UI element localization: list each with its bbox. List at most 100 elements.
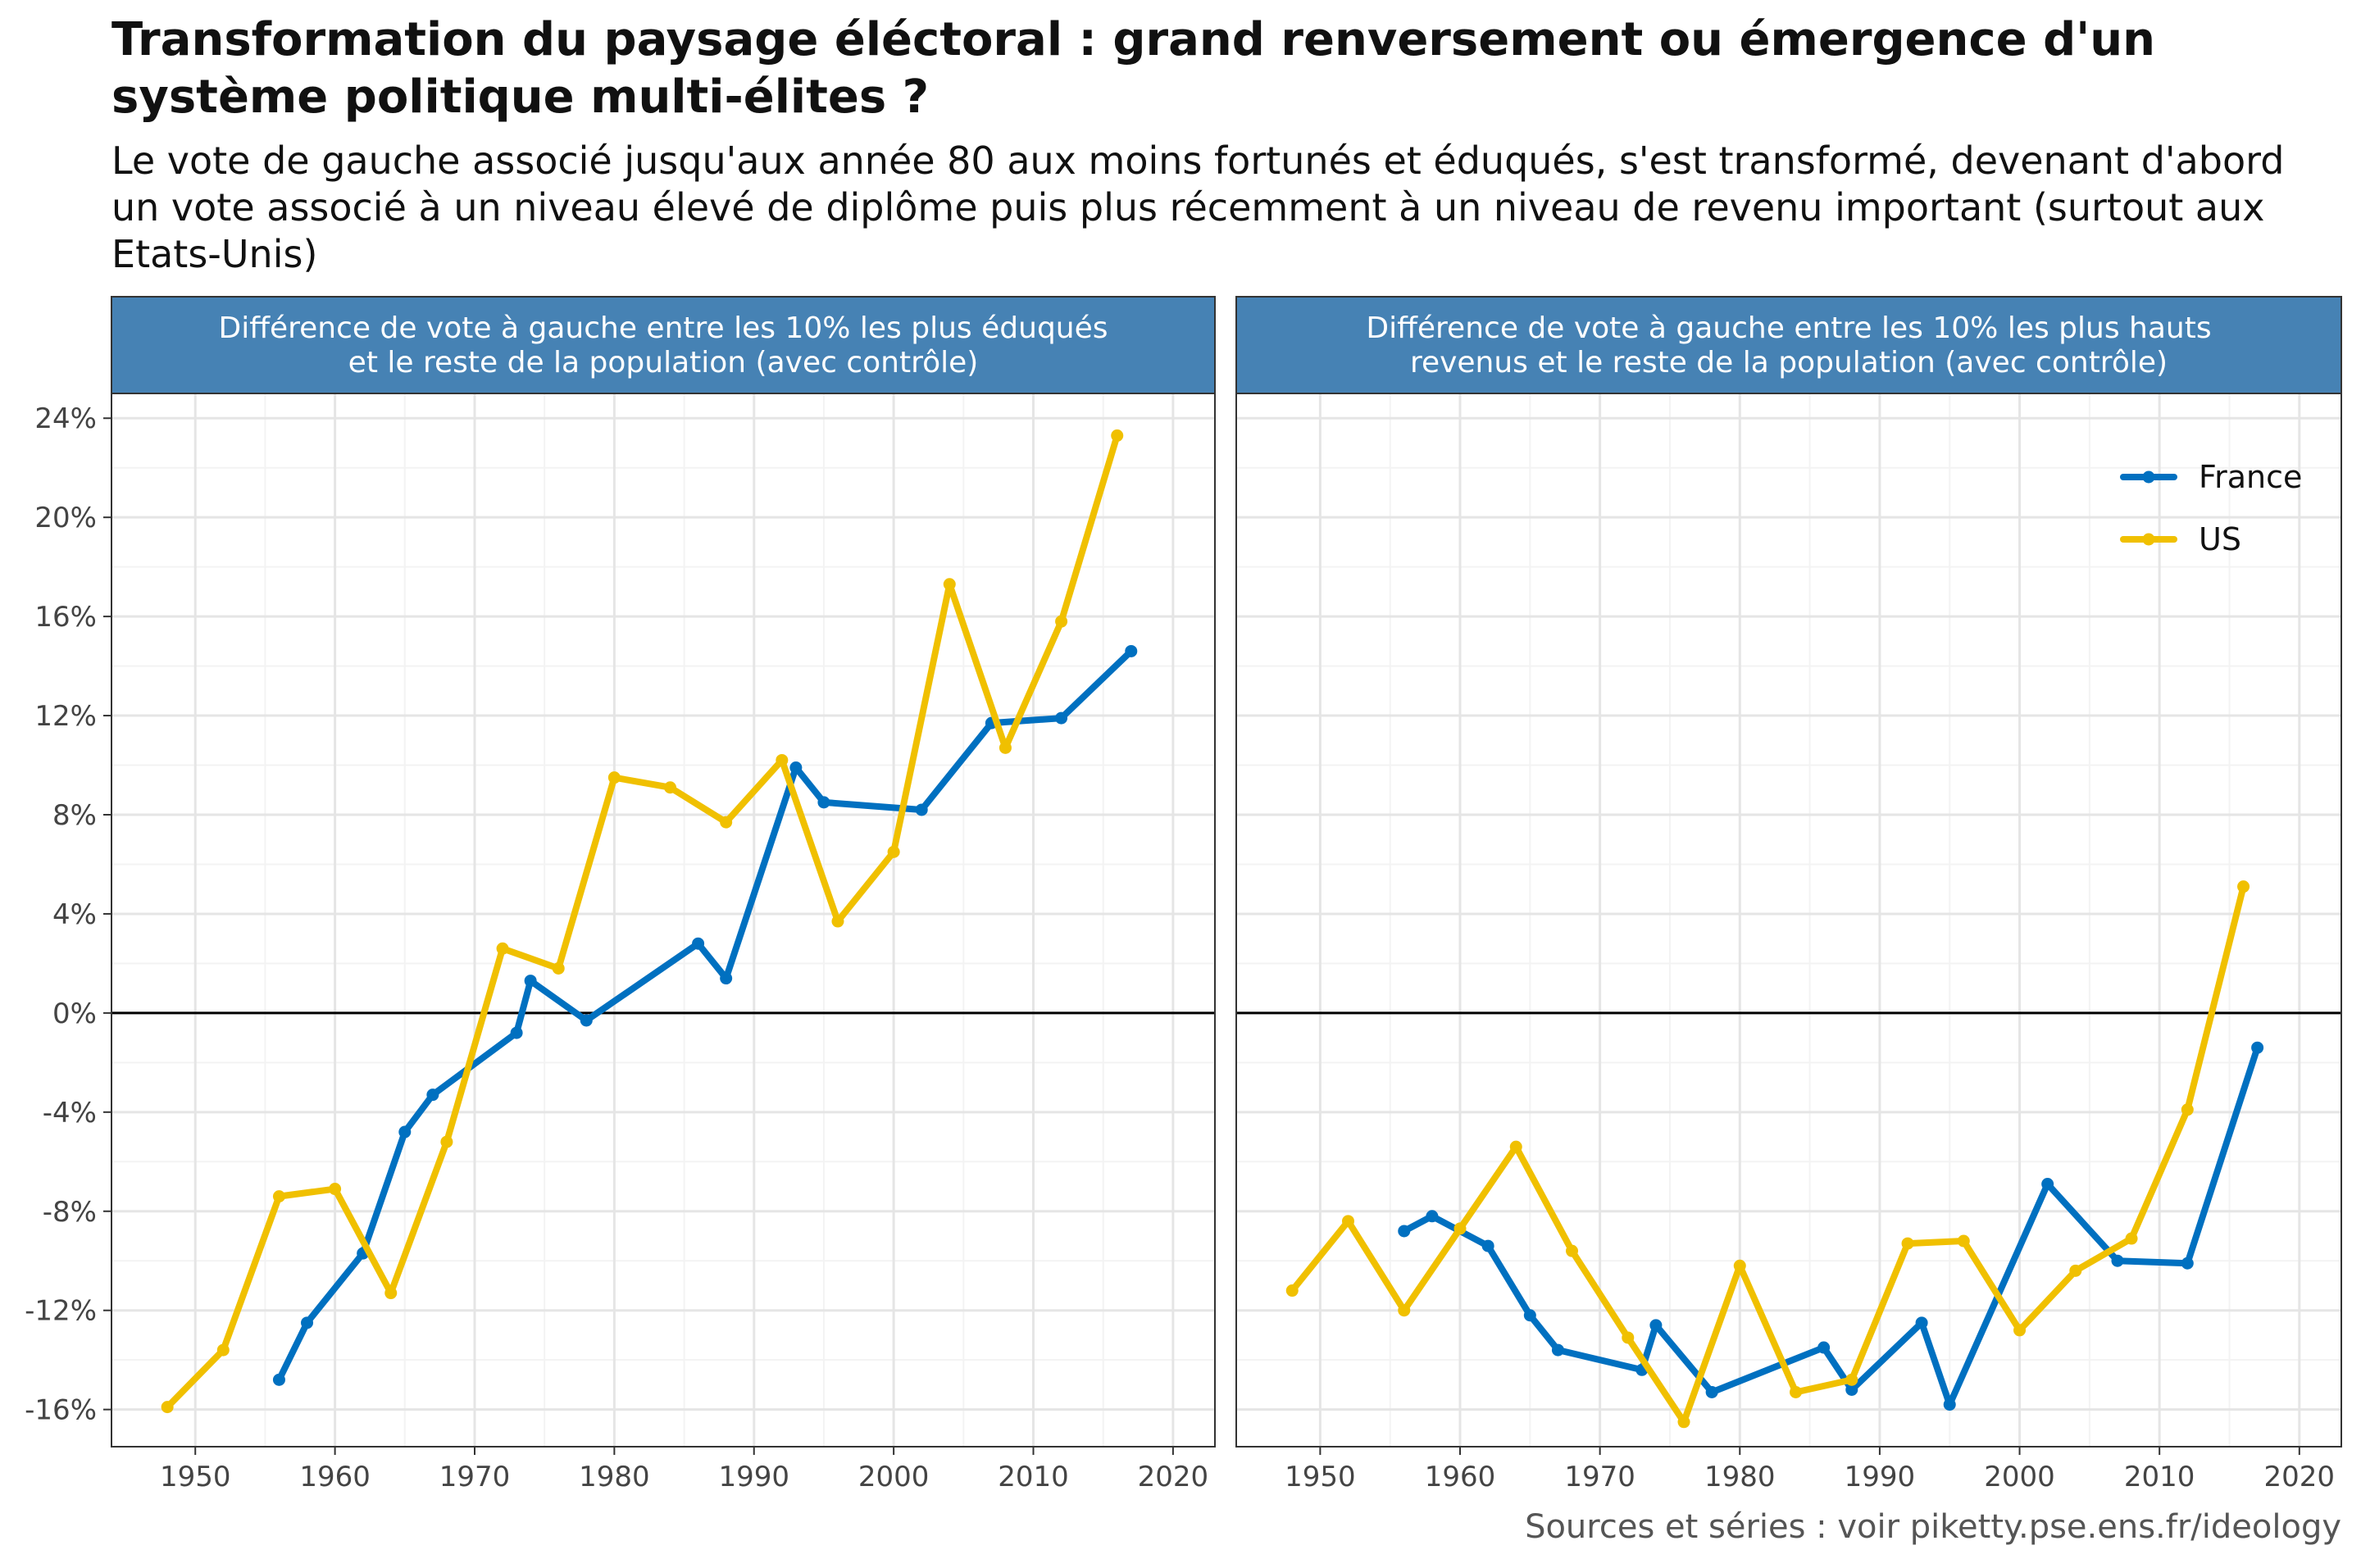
x-tick-label: 2020 [1138,1461,1209,1493]
facet-strip [1235,296,2342,394]
data-point-france [692,937,705,950]
data-point-us [552,961,565,975]
data-point-us [1901,1237,1914,1250]
data-point-france [1649,1319,1663,1332]
data-point-us [1566,1244,1579,1257]
y-tick-label: -16% [25,1394,97,1427]
data-point-france [398,1125,412,1139]
series-line-us [164,432,1121,1411]
data-point-us [1055,615,1068,628]
panel-border [111,393,1216,1448]
x-tick-label: 2010 [2124,1461,2195,1493]
y-tick-label: 12% [34,700,97,733]
data-point-us [1285,1284,1299,1298]
y-tick-label: 20% [34,502,97,534]
data-point-us [161,1401,174,1414]
y-tick-label: 24% [34,402,97,435]
data-point-france [915,803,928,816]
x-tick-label: 1960 [1425,1461,1496,1493]
chart-subtitle: Le vote de gauche associé jusqu'aux anné… [111,139,2285,276]
legend-marker-france [2142,470,2155,484]
data-point-france [1125,644,1138,657]
y-tick-label: -12% [25,1295,97,1328]
data-point-us [496,942,509,955]
data-point-france [2111,1254,2124,1267]
data-point-france [2041,1178,2054,1191]
x-tick-label: 1950 [1285,1461,1356,1493]
y-tick-label: -4% [43,1097,97,1129]
x-tick-label: 1970 [439,1461,511,1493]
legend-label-france: France [2199,459,2302,495]
x-tick-label: 2000 [858,1461,930,1493]
y-tick-label: 16% [34,601,97,634]
x-tick-label: 2020 [2264,1461,2336,1493]
data-point-france [1481,1239,1494,1252]
data-point-france [2251,1041,2264,1054]
data-point-france [1523,1309,1536,1322]
data-point-france [1055,711,1068,725]
x-tick-label: 1950 [160,1461,231,1493]
data-point-us [2237,880,2250,893]
facet-title-line: Différence de vote à gauche entre les 10… [1366,311,2211,345]
y-tick-label: 0% [52,998,97,1030]
data-point-france [2181,1257,2194,1270]
x-tick-label: 1980 [579,1461,650,1493]
data-point-us [2181,1103,2194,1116]
data-point-us [1111,429,1124,442]
data-point-france [510,1026,523,1039]
data-point-france [1943,1398,1956,1411]
data-point-france [817,796,830,809]
data-point-us [887,845,900,858]
data-point-france [1915,1316,1928,1329]
x-tick-label: 1970 [1564,1461,1635,1493]
source-caption: Sources et séries : voir piketty.pse.ens… [1525,1508,2341,1546]
data-point-us [1453,1222,1467,1235]
data-point-france [789,761,803,775]
data-point-us [1509,1140,1522,1153]
data-point-us [1957,1234,1970,1248]
data-point-us [2125,1232,2138,1245]
panel-1: Différence de vote à gauche entre les 10… [25,296,1216,1493]
data-point-france [524,975,537,988]
data-point-france [720,972,733,985]
data-point-us [720,816,733,829]
data-point-france [580,1014,593,1027]
data-point-us [1398,1304,1411,1317]
data-point-us [607,771,621,784]
legend-marker-us [2142,533,2155,546]
y-tick-label: -8% [43,1196,97,1229]
y-tick-label: 8% [52,799,97,832]
data-point-us [999,741,1012,754]
data-point-france [1817,1341,1831,1354]
chart-title: Transformation du paysage éléctoral : gr… [111,13,2156,124]
data-point-france [1426,1210,1439,1223]
data-point-us [1790,1385,1803,1398]
data-point-us [943,578,956,591]
data-point-france [1845,1383,1858,1396]
series-line-france [1400,1044,2261,1408]
data-point-us [2013,1324,2027,1337]
data-point-us [1677,1416,1690,1429]
x-tick-label: 1960 [299,1461,371,1493]
x-tick-label: 1990 [1845,1461,1916,1493]
data-point-us [329,1183,342,1196]
data-point-us [831,915,844,928]
x-tick-label: 2000 [1984,1461,2055,1493]
panel-2: Différence de vote à gauche entre les 10… [1235,296,2342,1493]
data-point-us [384,1287,398,1300]
data-point-france [426,1089,439,1102]
data-point-us [1845,1373,1858,1386]
data-point-us [216,1343,230,1357]
facet-title-line: et le reste de la population (avec contr… [348,346,979,380]
panel-border [1235,393,2342,1448]
x-tick-label: 2010 [998,1461,1069,1493]
legend: France US [2120,459,2302,557]
legend-label-us: US [2199,521,2241,557]
data-point-us [1622,1331,1635,1344]
data-point-france [1398,1225,1411,1238]
series-line-us [1289,883,2247,1425]
data-point-france [1705,1385,1718,1398]
data-point-us [272,1190,285,1203]
y-tick-label: 4% [52,898,97,931]
